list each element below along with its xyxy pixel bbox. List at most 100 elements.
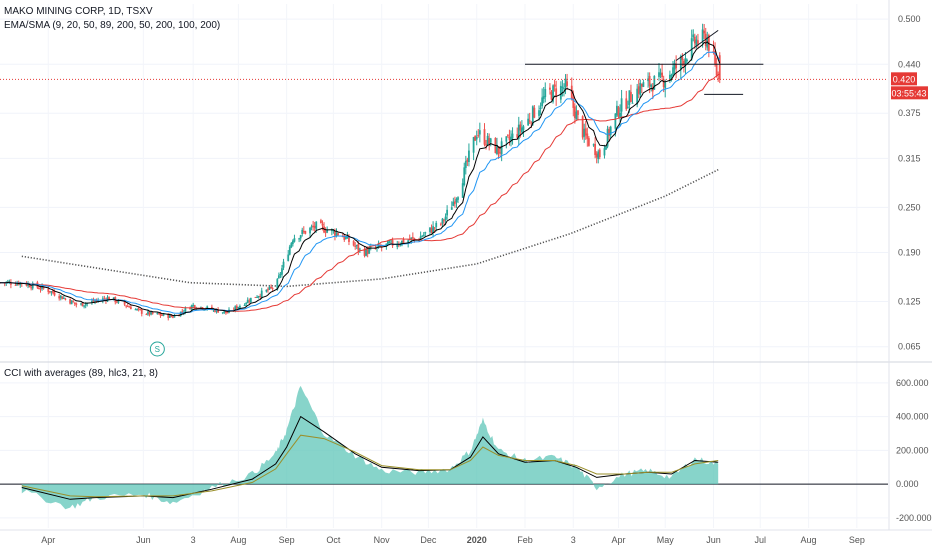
candle-body [675,63,678,69]
candle-body [156,313,159,315]
candle-body [270,287,272,289]
candle-body [620,98,623,112]
candle-body [73,302,76,304]
candle-body [441,218,444,224]
candle-body [69,299,72,304]
time-tick-label: 3 [191,535,196,545]
candle-body [486,135,489,146]
time-tick-label: Aug [801,535,817,545]
trend-line [675,29,719,61]
candle-body [452,201,455,206]
candle-body [640,84,643,87]
candle-body [430,228,433,233]
candle-body [290,243,293,248]
candle-body [564,78,567,88]
candle-body [628,90,631,105]
candle-body [235,305,238,309]
candle-body [53,292,56,296]
candle-body [563,87,565,89]
candle-body [368,248,371,254]
price-tick-label: 0.065 [898,342,921,352]
candle-body [217,309,220,313]
candle-body [468,150,470,162]
candle-body [668,74,671,81]
candle-body [461,183,464,198]
candle-body [257,296,260,298]
candle-body [348,236,350,242]
candle-body [354,245,357,247]
candle-body [129,306,132,310]
candle-body [80,303,82,305]
candle-body [573,106,576,118]
candle-body [271,288,274,290]
candle-body [309,227,311,234]
cci-area [21,385,719,510]
candle-body [433,227,436,229]
candle-body [64,298,67,300]
candle-body [485,144,487,146]
candle-body [200,306,202,308]
time-tick-label: Feb [517,535,533,545]
cci-legend: CCI with averages (89, hlc3, 21, 8) [4,368,158,379]
candle-body [401,240,403,246]
candle-body [254,296,257,298]
candle-body [95,300,98,302]
candle-body [147,311,149,315]
candle-body [575,111,578,120]
candle-body [224,310,227,313]
candle-body [499,152,501,154]
split-event-marker [149,341,165,357]
candle-body [550,91,553,100]
candle-body [505,136,508,142]
candle-body [301,229,304,234]
candle-body [510,136,512,142]
candle-body [27,283,29,286]
candle-body [75,303,78,305]
candle-body [594,143,597,155]
candle-body [542,96,545,99]
candle-body [173,315,176,318]
price-badge [891,72,917,86]
ema-9-line [0,41,721,317]
candle-body [321,223,324,226]
candle-body [519,124,522,131]
candle-body [435,222,438,228]
candle-body [391,240,394,246]
candle-body [181,311,184,313]
candle-body [52,290,54,293]
candle-body [337,233,339,236]
candle-body [444,216,447,220]
price-tick-label: 0.125 [898,297,921,307]
candle-body [477,135,480,137]
candle-body [672,67,674,75]
price-badge-label: 0.420 [893,74,916,84]
time-tick-label: Sep [279,535,295,545]
candle-body [234,306,237,311]
candle-body [577,110,579,115]
candle-body [475,136,478,140]
candle-body [366,249,369,255]
countdown-badge [891,86,928,100]
candle-body [276,279,279,290]
candle-body [446,209,449,216]
candle-body [324,231,327,233]
candle-body [701,29,704,42]
candle-body [522,126,525,130]
candle-body [214,309,216,312]
candle-body [616,105,618,116]
cci-avg-8-line [21,434,719,498]
candle-body [397,244,400,246]
candle-body [483,129,486,145]
candle-body [172,316,174,318]
candle-body [223,311,226,313]
candle-body [10,282,12,285]
candle-body [583,128,586,137]
candle-body [112,297,115,300]
candle-body [570,85,573,99]
candle-body [299,235,302,239]
candle-body [429,227,431,232]
candle-body [16,283,19,285]
candle-body [344,237,347,239]
candle-body [134,309,137,311]
